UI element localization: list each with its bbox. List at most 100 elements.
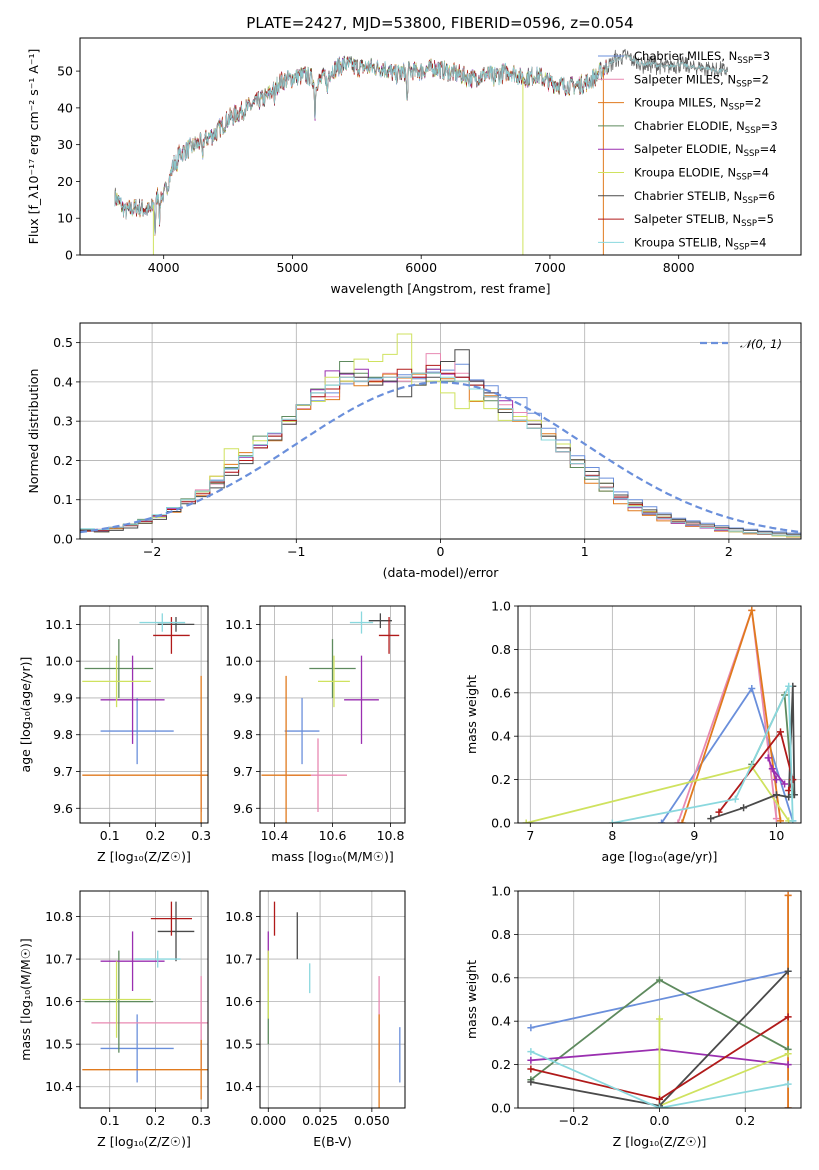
errorbar-point — [150, 901, 192, 936]
residuals-frame — [79, 322, 802, 540]
weight-marker — [789, 776, 797, 784]
legend-subscript: SSP — [736, 79, 752, 89]
y-tick-label: 10.8 — [45, 909, 73, 924]
weight-marker — [784, 1080, 792, 1088]
weight-marker — [656, 1095, 663, 1103]
spectrum-frame — [79, 37, 802, 256]
y-axis-label: mass weight — [464, 675, 479, 754]
y-tick-label: 0.8 — [491, 927, 511, 942]
age_vs_z-plot-area — [82, 613, 208, 823]
legend-value: =4 — [760, 142, 777, 156]
legend-value: =5 — [757, 212, 774, 226]
errorbar-point — [349, 611, 374, 634]
y-tick-label: 0.4 — [491, 1014, 511, 1029]
y-tick-label: 10.0 — [45, 654, 73, 669]
legend-value: =4 — [752, 166, 769, 180]
errorbar-point — [82, 675, 208, 823]
legend-label: Chabrier STELIB, N — [634, 189, 742, 203]
legend-subscript: SSP — [736, 173, 752, 183]
age_vs_mass-frame — [259, 605, 406, 824]
y-tick-label: 1.0 — [491, 884, 511, 899]
x-axis-label: (data-model)/error — [383, 565, 500, 580]
legend-value: =2 — [752, 72, 769, 86]
y-tick-label: 10.7 — [45, 952, 73, 967]
weight-line — [710, 686, 796, 820]
y-tick-label: 10.4 — [225, 1079, 253, 1094]
x-tick-label: −2 — [143, 544, 161, 559]
legend-value: =3 — [761, 119, 778, 133]
mass_vs_z-axes: 0.1 0.2 0.3 10.4 10.5 10.6 10.7 10.8 Z [log₁₀(Z/… — [18, 891, 211, 1149]
y-tick-label: 9.6 — [53, 801, 73, 816]
mass_vs_ebv-plot-area — [267, 901, 401, 1108]
legend-subscript: SSP — [734, 242, 750, 252]
y-tick-label: 0.0 — [491, 816, 511, 831]
y-tick-label: 0.5 — [53, 335, 73, 350]
y-tick-label: 9.9 — [53, 690, 73, 705]
errorbar-point — [157, 617, 195, 632]
weight-line — [658, 1019, 789, 1108]
y-axis-label: Normed distribution — [26, 369, 41, 494]
weight-line — [612, 685, 794, 823]
mass_vs_ebv-axes: 0.000 0.025 0.050 10.4 10.5 10.6 10.7 10.8 E(B-V… — [225, 891, 405, 1149]
errorbar-point — [82, 1039, 208, 1100]
weight-marker — [776, 817, 784, 823]
y-tick-label: 30 — [57, 137, 73, 152]
y-axis-label: mass weight — [464, 960, 479, 1039]
x-tick-label: 9 — [690, 828, 698, 843]
y-axis-label: mass [log₁₀(M/M☉)] — [18, 938, 33, 1060]
x-axis-label: mass [log₁₀(M/M☉)] — [271, 849, 393, 864]
weight-marker — [527, 1024, 535, 1032]
errorbar-point — [309, 639, 356, 698]
weight-marker — [674, 819, 682, 823]
y-tick-label: 10.6 — [45, 994, 73, 1009]
y-tick-label: 10.1 — [225, 617, 253, 632]
y-tick-label: 10.6 — [225, 994, 253, 1009]
x-tick-label: 7 — [526, 828, 534, 843]
age_vs_z-axes: 0.1 0.2 0.3 9.6 9.7 9.8 9.9 10.0 10.1 Z [log₁₀(Z/… — [18, 606, 211, 864]
y-axis-label: Flux [f_λ10⁻¹⁷ erg cm⁻² s⁻¹ A⁻¹] — [26, 49, 41, 245]
y-tick-label: 0.6 — [491, 685, 511, 700]
weight-marker — [772, 776, 780, 784]
figure-title: PLATE=2427, MJD=53800, FIBERID=0596, z=0… — [246, 14, 633, 32]
spectrum-plot-area — [114, 48, 728, 255]
x-axis-label: Z [log₁₀(Z/Z☉)] — [613, 1134, 707, 1149]
x-tick-label: 7000 — [534, 260, 566, 275]
weight-line — [530, 1050, 789, 1108]
weight_vs_z-axes: −0.2 0.0 0.2 0.0 0.2 0.4 0.6 0.8 1.0 Z [log₁₀(Z/Z… — [464, 884, 801, 1149]
weight-marker — [656, 1015, 663, 1023]
spectrum-line — [114, 53, 728, 235]
weight-marker — [522, 819, 530, 823]
legend-subscript: SSP — [729, 103, 745, 113]
legend-entry: 𝒩(0, 1) — [740, 337, 782, 351]
x-tick-label: 8 — [608, 828, 616, 843]
legend-subscript: SSP — [737, 56, 753, 66]
residuals-legend: 𝒩(0, 1) — [700, 337, 782, 351]
y-tick-label: 0.0 — [53, 532, 73, 547]
x-tick-label: 2 — [725, 544, 733, 559]
weight-marker — [784, 1104, 792, 1108]
x-tick-label: 0.3 — [191, 828, 211, 843]
x-tick-label: 10.6 — [319, 828, 347, 843]
legend-subscript: SSP — [741, 219, 757, 229]
weight-marker — [527, 1078, 535, 1086]
spectrum-axes: 4000 5000 6000 7000 8000 0 10 20 30 40 50 wavelengt… — [26, 49, 695, 296]
y-tick-label: 0.2 — [53, 453, 73, 468]
x-tick-label: 0.000 — [250, 1113, 286, 1128]
weight-marker — [656, 1104, 663, 1108]
weight_vs_z-frame — [517, 890, 802, 1109]
weight_vs_age-frame — [517, 605, 802, 824]
weight-marker — [772, 815, 780, 823]
histogram-step — [80, 372, 801, 537]
y-tick-label: 10.7 — [225, 952, 253, 967]
weight-marker — [715, 808, 723, 816]
legend-value: =3 — [753, 49, 770, 63]
weight-marker — [776, 728, 784, 736]
y-tick-label: 10.8 — [225, 909, 253, 924]
legend-entry: Chabrier ELODIE, NSSP=3 — [634, 119, 778, 136]
legend-entry: Kroupa STELIB, NSSP=4 — [634, 235, 766, 252]
legend-subscript: SSP — [744, 149, 760, 159]
x-tick-label: 0.3 — [191, 1113, 211, 1128]
x-axis-label: Z [log₁₀(Z/Z☉)] — [97, 1134, 191, 1149]
